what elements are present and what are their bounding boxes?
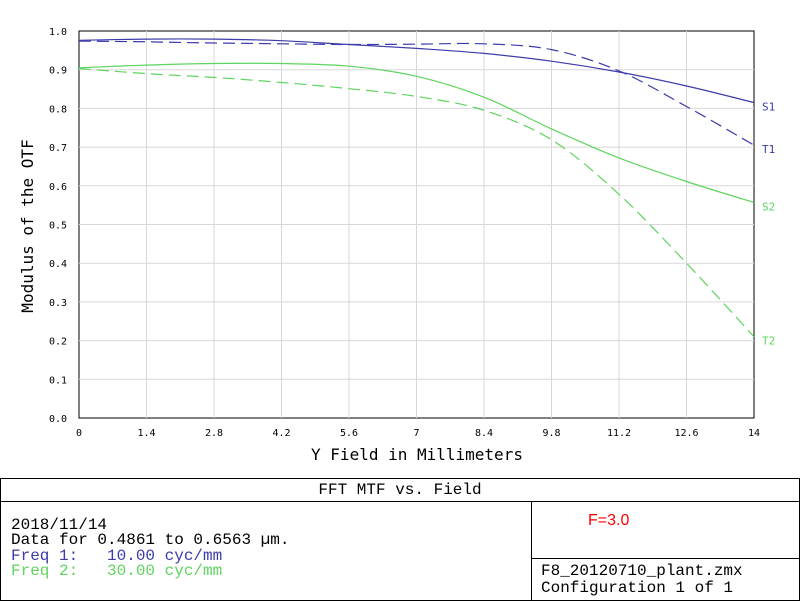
series-line-t1 [78,40,755,146]
series-label-t1: T1 [762,143,775,156]
series-label-s2: S2 [762,200,775,213]
f-number-text: F=3.0 [588,512,630,529]
x-tick-label: 9.8 [542,428,560,439]
y-tick-label: 0.3 [49,298,67,309]
y-tick-label: 0.7 [49,143,67,154]
y-axis-label: Modulus of the OTF [18,139,37,312]
info-box [0,501,532,601]
series-label-t2: T2 [762,335,775,348]
y-tick-label: 0.8 [49,104,67,115]
grid [79,31,754,418]
x-tick-label: 11.2 [607,428,631,439]
y-tick-label: 0.1 [49,375,67,386]
x-tick-label: 7 [413,428,419,439]
plot-title: FFT MTF vs. Field [318,481,482,499]
y-tick-label: 0.2 [49,337,67,348]
x-tick-label: 12.6 [674,428,698,439]
x-tick-label: 1.4 [137,428,155,439]
series-line-s2 [78,62,755,203]
series-line-t2 [78,67,755,338]
x-tick-label: 0 [76,428,82,439]
y-tick-label: 0.4 [49,259,67,270]
x-tick-label: 14 [748,428,760,439]
y-tick-label: 0.0 [49,414,67,425]
y-tick-label: 0.6 [49,182,67,193]
x-axis-label: Y Field in Millimeters [311,445,523,464]
freq2-text: Freq 2: 30.00 cyc/mm [11,562,223,580]
x-tick-label: 8.4 [475,428,493,439]
tick-labels: 0 1.4 2.8 4.2 5.6 7 8.4 9.8 11.2 12.6 14 0.0 0.1 0.2 0… [49,27,760,439]
file-box [531,558,800,601]
series-line-s1 [78,38,755,104]
series-labels: S1 T1 S2 T2 [762,101,775,348]
series-label-s1: S1 [762,101,775,114]
configuration-text: Configuration 1 of 1 [541,579,734,597]
y-tick-label: 1.0 [49,27,67,38]
x-tick-label: 2.8 [205,428,223,439]
freq1-text: Freq 1: 10.00 cyc/mm [11,547,223,565]
file-name-text: F8_20120710_plant.zmx [541,562,743,580]
y-tick-label: 0.5 [49,221,67,232]
f-number-box [531,501,800,559]
data-range-text: Data for 0.4861 to 0.6563 µm. [11,531,290,549]
y-tick-label: 0.9 [49,66,67,77]
x-tick-label: 5.6 [340,428,358,439]
x-tick-label: 4.2 [272,428,290,439]
series-lines [78,38,755,338]
date-text: 2018/11/14 [11,516,108,534]
